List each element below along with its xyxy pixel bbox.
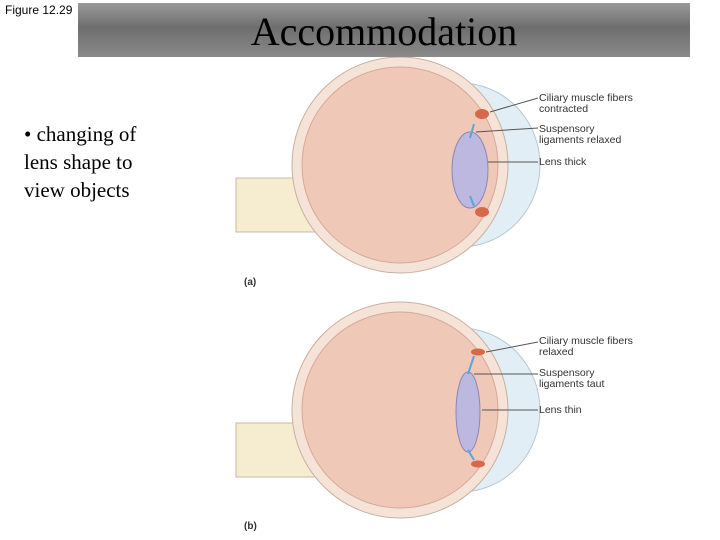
- leader: [485, 341, 539, 353]
- ligaments: [469, 123, 475, 207]
- globe: [301, 66, 499, 264]
- ciliary-muscle: [475, 109, 489, 119]
- annotation: Lens thin: [539, 404, 582, 416]
- annotation: Suspensory ligaments relaxed: [539, 123, 622, 146]
- title-bar: [78, 3, 690, 57]
- bullet-text: • changing of lens shape to view objects: [24, 122, 137, 202]
- slide-title: Accommodation: [250, 9, 518, 54]
- ligaments: [467, 355, 475, 461]
- panel-label: (a): [244, 277, 257, 288]
- annotation: Ciliary muscle fibers relaxed: [539, 335, 633, 358]
- panel-label: (b): [244, 521, 257, 532]
- annotation: Lens thick: [539, 156, 587, 168]
- annotation: Ciliary muscle fibers contracted: [539, 92, 633, 115]
- lens: [455, 371, 481, 453]
- annotation: Suspensory ligaments taut: [539, 367, 605, 390]
- ciliary-muscle: [471, 348, 485, 356]
- eye-a: [235, 56, 541, 274]
- lens: [451, 131, 489, 209]
- figure-label: Figure 12.29: [5, 3, 73, 17]
- ciliary-muscle: [471, 460, 485, 468]
- leader: [475, 127, 539, 133]
- leader: [489, 97, 539, 113]
- eye-b: [235, 301, 541, 519]
- ciliary-muscle: [475, 207, 489, 217]
